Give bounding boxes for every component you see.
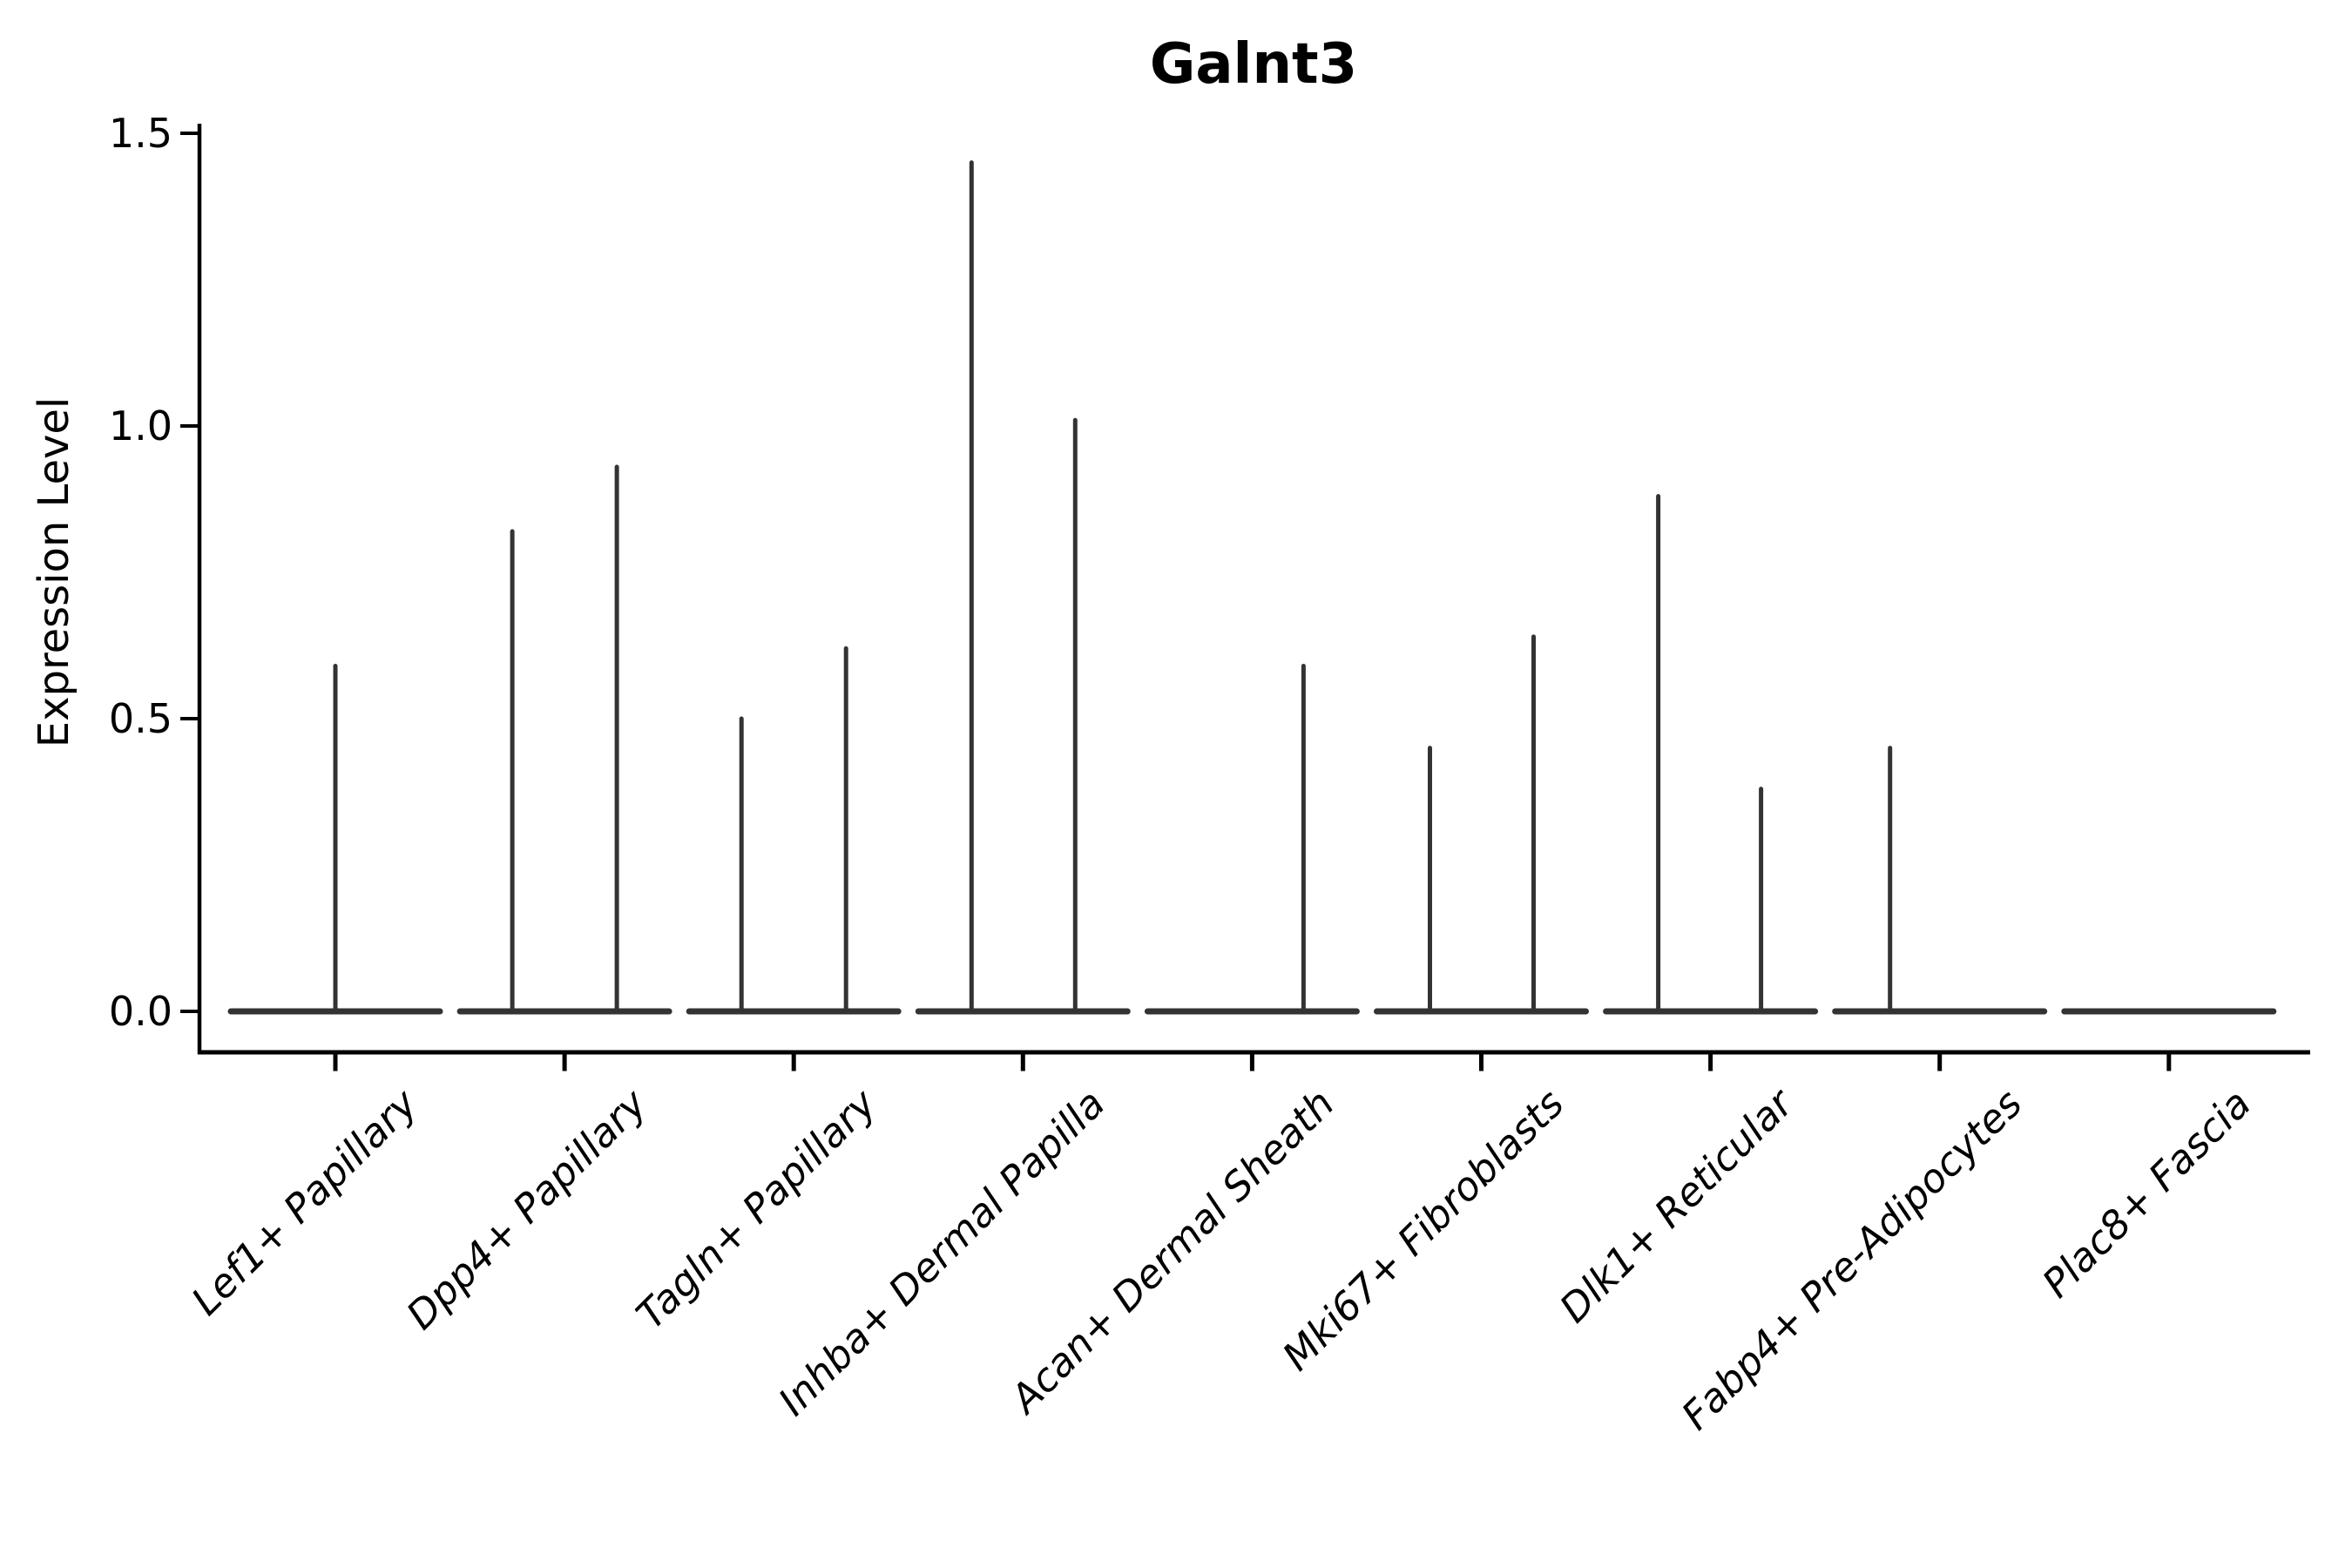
y-tick-label: 0.5 (108, 695, 172, 742)
chart-title: Galnt3 (1149, 32, 1358, 97)
y-axis-title: Expression Level (30, 396, 78, 748)
y-tick-label: 0.0 (108, 988, 172, 1035)
y-tick-label: 1.5 (108, 110, 172, 157)
y-tick-label: 1.0 (108, 402, 172, 449)
